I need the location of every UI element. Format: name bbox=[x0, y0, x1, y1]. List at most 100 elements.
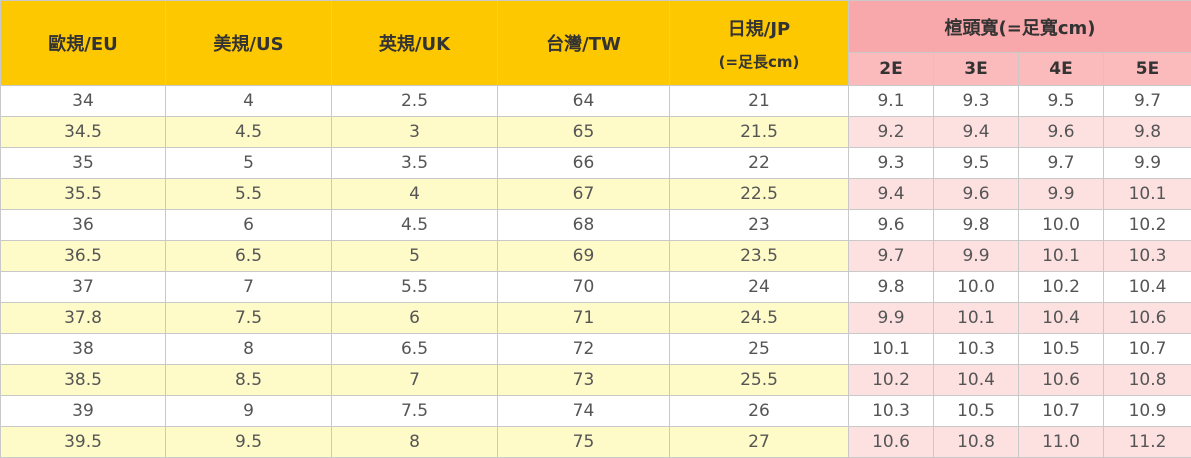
table-cell: 9.9 bbox=[1019, 179, 1104, 210]
header-cell: 歐規/EU bbox=[1, 1, 166, 86]
table-cell: 9.2 bbox=[849, 117, 934, 148]
table-cell: 4 bbox=[332, 179, 498, 210]
table-cell: 9.8 bbox=[934, 210, 1019, 241]
table-cell: 34 bbox=[1, 86, 166, 117]
table-cell: 9.8 bbox=[849, 272, 934, 303]
table-cell: 9.4 bbox=[934, 117, 1019, 148]
table-cell: 3 bbox=[332, 117, 498, 148]
table-cell: 9.3 bbox=[849, 148, 934, 179]
table-cell: 2.5 bbox=[332, 86, 498, 117]
header-cell: 5E bbox=[1104, 53, 1191, 86]
header-cell: 楦頭寬(=足寬cm) bbox=[849, 1, 1191, 53]
header-cell: 日規/JP (=足長cm) bbox=[670, 1, 849, 86]
table-cell: 6.5 bbox=[332, 334, 498, 365]
table-cell: 4.5 bbox=[166, 117, 332, 148]
table-cell: 9.9 bbox=[934, 241, 1019, 272]
table-cell: 23 bbox=[670, 210, 849, 241]
table-cell: 9.6 bbox=[934, 179, 1019, 210]
table-cell: 4.5 bbox=[332, 210, 498, 241]
table-cell: 9.3 bbox=[934, 86, 1019, 117]
table-cell: 37.8 bbox=[1, 303, 166, 334]
table-cell: 25.5 bbox=[670, 365, 849, 396]
table-cell: 73 bbox=[498, 365, 670, 396]
table-cell: 22 bbox=[670, 148, 849, 179]
header-cell: 英規/UK bbox=[332, 1, 498, 86]
table-cell: 38 bbox=[1, 334, 166, 365]
table-cell: 65 bbox=[498, 117, 670, 148]
table-cell: 23.5 bbox=[670, 241, 849, 272]
header-subtitle: (=足長cm) bbox=[670, 51, 848, 72]
table-cell: 74 bbox=[498, 396, 670, 427]
table-cell: 69 bbox=[498, 241, 670, 272]
table-cell: 36 bbox=[1, 210, 166, 241]
table-cell: 10.0 bbox=[1019, 210, 1104, 241]
table-cell: 9.5 bbox=[166, 427, 332, 458]
table-cell: 3.5 bbox=[332, 148, 498, 179]
table-cell: 10.1 bbox=[934, 303, 1019, 334]
table-cell: 39.5 bbox=[1, 427, 166, 458]
table-cell: 4 bbox=[166, 86, 332, 117]
table-cell: 10.1 bbox=[1104, 179, 1191, 210]
table-cell: 21.5 bbox=[670, 117, 849, 148]
table-cell: 10.4 bbox=[1019, 303, 1104, 334]
table-cell: 9.5 bbox=[934, 148, 1019, 179]
table-cell: 5.5 bbox=[166, 179, 332, 210]
table-cell: 7 bbox=[332, 365, 498, 396]
table-cell: 9.1 bbox=[849, 86, 934, 117]
table-cell: 66 bbox=[498, 148, 670, 179]
table-cell: 7.5 bbox=[332, 396, 498, 427]
table-cell: 68 bbox=[498, 210, 670, 241]
table-cell: 21 bbox=[670, 86, 849, 117]
table-cell: 10.8 bbox=[934, 427, 1019, 458]
table-cell: 5 bbox=[166, 148, 332, 179]
table-cell: 37 bbox=[1, 272, 166, 303]
table-cell: 10.7 bbox=[1104, 334, 1191, 365]
table-cell: 72 bbox=[498, 334, 670, 365]
table-cell: 10.6 bbox=[1104, 303, 1191, 334]
table-cell: 10.6 bbox=[849, 427, 934, 458]
table-cell: 26 bbox=[670, 396, 849, 427]
table-cell: 64 bbox=[498, 86, 670, 117]
table-cell: 27 bbox=[670, 427, 849, 458]
table-cell: 10.9 bbox=[1104, 396, 1191, 427]
table-cell: 35.5 bbox=[1, 179, 166, 210]
table-cell: 10.3 bbox=[934, 334, 1019, 365]
table-cell: 10.2 bbox=[1104, 210, 1191, 241]
table-cell: 9.4 bbox=[849, 179, 934, 210]
table-cell: 9.7 bbox=[1104, 86, 1191, 117]
header-cell: 3E bbox=[934, 53, 1019, 86]
table-cell: 25 bbox=[670, 334, 849, 365]
table-cell: 34.5 bbox=[1, 117, 166, 148]
table-cell: 8 bbox=[166, 334, 332, 365]
table-cell: 10.0 bbox=[934, 272, 1019, 303]
table-cell: 8 bbox=[332, 427, 498, 458]
header-cell: 2E bbox=[849, 53, 934, 86]
table-cell: 10.7 bbox=[1019, 396, 1104, 427]
table-cell: 9.6 bbox=[1019, 117, 1104, 148]
table-cell: 75 bbox=[498, 427, 670, 458]
header-cell: 台灣/TW bbox=[498, 1, 670, 86]
table-cell: 9.6 bbox=[849, 210, 934, 241]
table-cell: 8.5 bbox=[166, 365, 332, 396]
header-cell: 美規/US bbox=[166, 1, 332, 86]
header-title: 日規/JP bbox=[728, 19, 790, 40]
table-cell: 9.9 bbox=[849, 303, 934, 334]
table-cell: 9.5 bbox=[1019, 86, 1104, 117]
table-cell: 10.4 bbox=[934, 365, 1019, 396]
table-cell: 11.0 bbox=[1019, 427, 1104, 458]
table-cell: 9 bbox=[166, 396, 332, 427]
table-cell: 22.5 bbox=[670, 179, 849, 210]
